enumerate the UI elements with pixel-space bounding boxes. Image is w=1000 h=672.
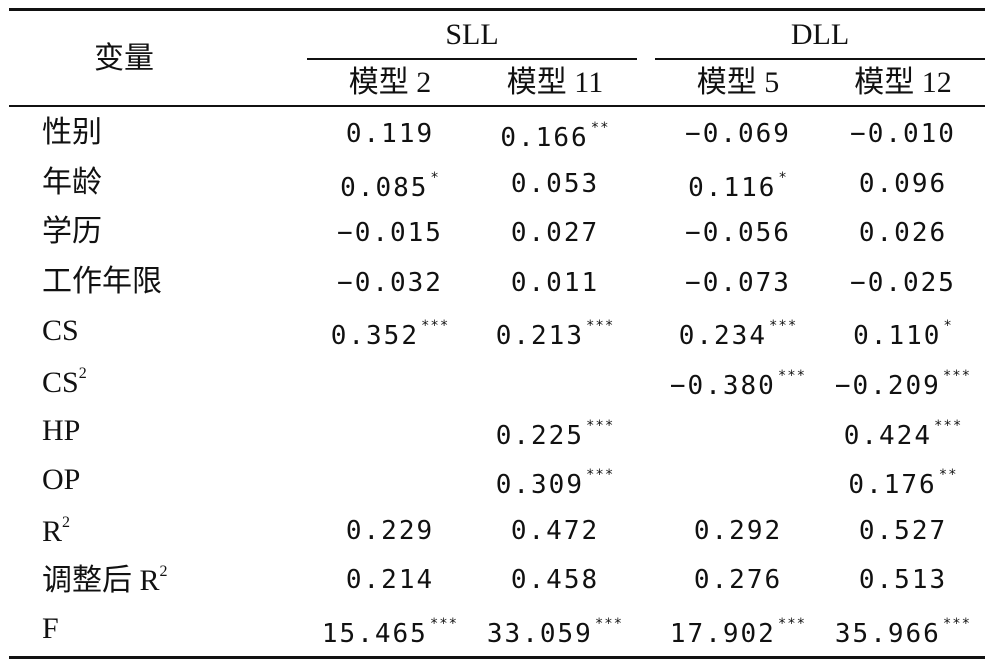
bottom-rule <box>9 656 985 659</box>
row-label: R2 <box>42 514 71 548</box>
group-header-sll: SLL <box>445 18 499 51</box>
header-rule <box>9 105 985 107</box>
coefficient-cell: −0.015 <box>337 218 443 248</box>
coefficient-cell: 0.309 *** <box>495 467 615 500</box>
coefficient-cell: 0.053 <box>510 169 600 199</box>
coefficient-cell: 0.458 <box>510 565 600 595</box>
coefficient-cell: 0.352 *** <box>330 318 450 351</box>
row-label: CS <box>42 314 79 347</box>
dll-group-line <box>655 58 985 60</box>
coefficient-cell: 0.292 <box>693 516 783 546</box>
row-label: CS2 <box>42 365 87 399</box>
coefficient-cell: −0.056 <box>685 218 791 248</box>
significance-stars: *** <box>777 616 807 632</box>
coefficient-cell: 0.176 ** <box>848 467 958 500</box>
coefficient-cell: 0.229 <box>345 516 435 546</box>
row-label: 年龄 <box>42 166 102 199</box>
coefficient-cell: 0.027 <box>510 218 600 248</box>
coefficient-cell: −0.209 *** <box>834 368 972 401</box>
row-label: 性别 <box>42 116 102 149</box>
row-label: 学历 <box>42 215 102 248</box>
variable-header: 变量 <box>94 42 154 75</box>
coefficient-cell: 0.096 <box>858 169 948 199</box>
coefficient-cell: 0.110 * <box>853 318 953 351</box>
coefficient-cell: −0.032 <box>337 268 443 298</box>
coefficient-cell: −0.380 *** <box>669 368 807 401</box>
coefficient-cell: 0.424 *** <box>843 418 963 451</box>
coefficient-cell: 0.527 <box>858 516 948 546</box>
significance-stars: *** <box>585 467 615 483</box>
significance-stars: *** <box>768 318 798 334</box>
row-label: HP <box>42 414 81 447</box>
sll-group-line <box>307 58 637 60</box>
row-label: F <box>42 612 59 645</box>
significance-stars: ** <box>938 467 958 483</box>
coefficient-cell: 0.225 *** <box>495 418 615 451</box>
top-rule <box>9 8 985 11</box>
significance-stars: *** <box>594 616 624 632</box>
coefficient-cell: 0.276 <box>693 565 783 595</box>
coefficient-cell: 0.472 <box>510 516 600 546</box>
coefficient-cell: 0.085 * <box>340 170 440 203</box>
row-label: 工作年限 <box>42 265 162 298</box>
row-label: 调整后 R2 <box>42 563 168 597</box>
coefficient-cell: 0.214 <box>345 565 435 595</box>
coefficient-cell: 0.234 *** <box>678 318 798 351</box>
significance-stars: * <box>943 318 953 334</box>
coefficient-cell: 0.213 *** <box>495 318 615 351</box>
coefficient-cell: 0.011 <box>510 268 600 298</box>
significance-stars: *** <box>420 318 450 334</box>
significance-stars: *** <box>942 616 972 632</box>
significance-stars: *** <box>777 368 807 384</box>
model-header-11: 模型 11 <box>506 66 604 99</box>
significance-stars: * <box>430 170 440 186</box>
coefficient-cell: 35.966 *** <box>834 616 972 649</box>
significance-stars: *** <box>933 418 963 434</box>
significance-stars: * <box>778 170 788 186</box>
significance-stars: *** <box>585 418 615 434</box>
coefficient-cell: 33.059 *** <box>486 616 624 649</box>
coefficient-cell: 0.166 ** <box>500 120 610 153</box>
model-header-5: 模型 5 <box>696 66 780 99</box>
coefficient-cell: 17.902 *** <box>669 616 807 649</box>
significance-stars: ** <box>590 120 610 136</box>
model-header-2: 模型 2 <box>348 66 432 99</box>
coefficient-cell: −0.025 <box>850 268 956 298</box>
significance-stars: *** <box>429 616 459 632</box>
row-label: OP <box>42 463 81 496</box>
coefficient-cell: 0.119 <box>345 119 435 149</box>
coefficient-cell: −0.010 <box>850 119 956 149</box>
group-header-dll: DLL <box>790 18 850 51</box>
coefficient-cell: −0.073 <box>685 268 791 298</box>
coefficient-cell: 0.116 * <box>688 170 788 203</box>
coefficient-cell: −0.069 <box>685 119 791 149</box>
coefficient-cell: 0.026 <box>858 218 948 248</box>
coefficient-cell: 15.465 *** <box>321 616 459 649</box>
model-header-12: 模型 12 <box>854 66 952 99</box>
coefficient-cell: 0.513 <box>858 565 948 595</box>
significance-stars: *** <box>585 318 615 334</box>
significance-stars: *** <box>942 368 972 384</box>
